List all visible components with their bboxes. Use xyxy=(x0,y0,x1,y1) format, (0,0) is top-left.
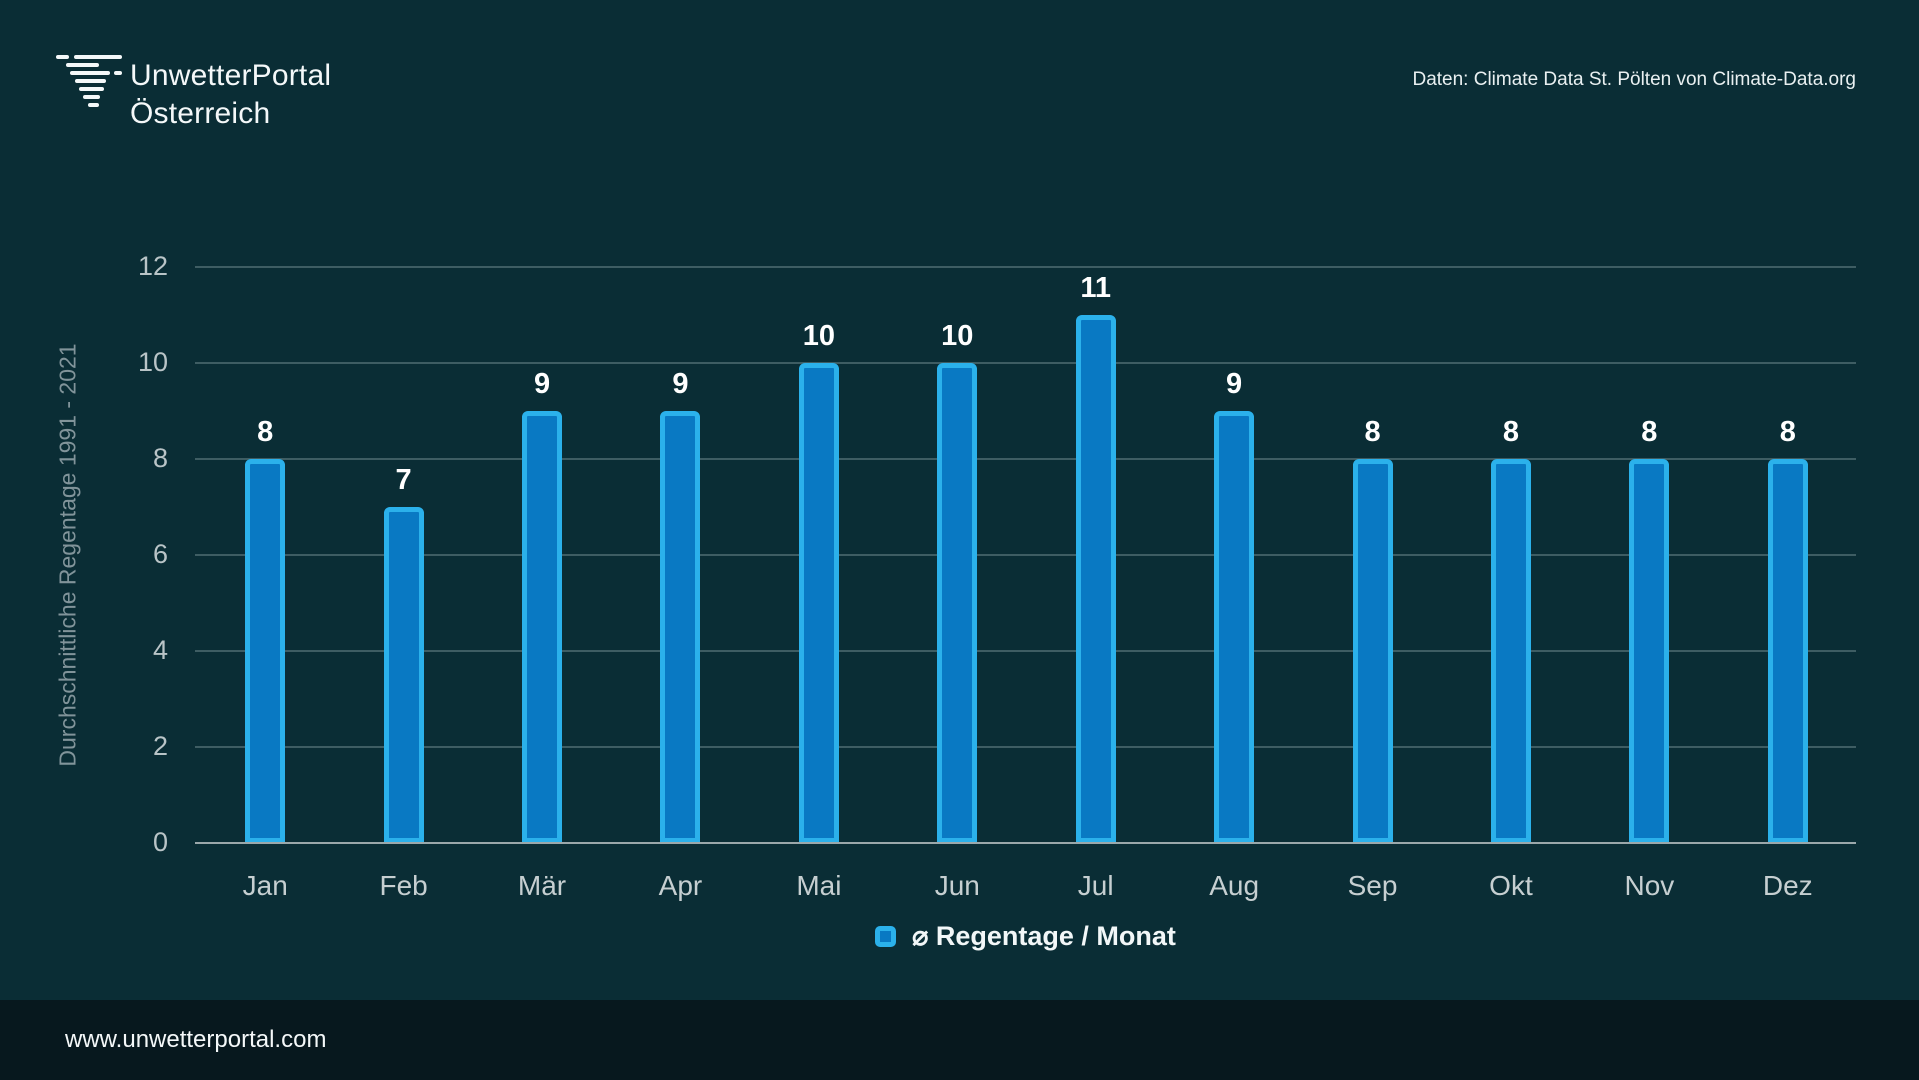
x-axis-labels: Jan Feb Mär Apr Mai Jun Jul Aug Sep Okt Nov Dez xyxy=(195,866,1856,906)
y-tick-label-8: 8 xyxy=(152,443,168,473)
gridline-y-8 xyxy=(195,458,1856,460)
bar-rect-aug xyxy=(1214,411,1255,843)
bar-rect-nov xyxy=(1629,459,1670,843)
y-tick-label-2: 2 xyxy=(152,731,168,761)
y-tick-label-4: 4 xyxy=(152,635,168,665)
bar-value-label-sep: 8 xyxy=(1364,416,1381,448)
bar-jun: 10 xyxy=(937,321,978,843)
bar-value-label-mai: 10 xyxy=(802,320,835,352)
x-tick-label-feb: Feb xyxy=(379,870,428,901)
gridline-y-4 xyxy=(195,650,1856,652)
bar-value-label-feb: 7 xyxy=(395,464,412,496)
bar-rect-jan xyxy=(245,459,286,843)
brand-name-line2: Österreich xyxy=(130,97,271,130)
x-tick-label-jun: Jun xyxy=(934,870,980,901)
y-tick-label-0: 0 xyxy=(152,827,168,857)
legend-label: ⌀ Regentage / Monat xyxy=(912,920,1176,951)
gridline-y-12 xyxy=(195,266,1856,268)
bar-rect-jul xyxy=(1075,315,1116,843)
bar-nov: 8 xyxy=(1629,417,1670,843)
x-axis-baseline xyxy=(195,842,1856,844)
bar-rect-okt xyxy=(1490,459,1531,843)
bar-chart-plot-area: 8 7 9 9 10 10 11 9 8 8 8 8 xyxy=(195,266,1856,844)
bar-rect-dez xyxy=(1767,459,1808,843)
bar-okt: 8 xyxy=(1490,417,1531,843)
y-tick-label-12: 12 xyxy=(137,251,168,281)
bar-rect-mär xyxy=(522,411,563,843)
bar-value-label-mär: 9 xyxy=(533,368,551,400)
data-source-attribution: Daten: Climate Data St. Pölten von Clima… xyxy=(1412,69,1856,90)
footer-website-url: www.unwetterportal.com xyxy=(65,1026,327,1053)
x-tick-label-nov: Nov xyxy=(1624,870,1675,901)
brand-name-line1: UnwetterPortal xyxy=(130,59,332,92)
bar-rect-jun xyxy=(937,363,978,843)
x-tick-label-apr: Apr xyxy=(658,870,703,901)
bar-value-label-nov: 8 xyxy=(1641,416,1658,448)
x-tick-label-okt: Okt xyxy=(1489,870,1533,901)
bar-rect-mai xyxy=(798,363,839,843)
bar-jan: 8 xyxy=(245,417,286,843)
bar-rect-feb xyxy=(383,507,424,843)
legend-swatch-icon xyxy=(875,925,897,947)
y-tick-label-6: 6 xyxy=(152,539,168,569)
y-tick-label-10: 10 xyxy=(137,347,168,377)
bar-mär: 9 xyxy=(522,369,563,843)
x-tick-label-jul: Jul xyxy=(1077,870,1114,901)
gridline-y-10 xyxy=(195,362,1856,364)
x-tick-label-mär: Mär xyxy=(517,870,567,901)
y-axis-tick-labels: 0 2 4 6 8 10 12 xyxy=(0,253,168,856)
x-tick-label-jan: Jan xyxy=(242,870,288,901)
bar-value-label-dez: 8 xyxy=(1779,416,1796,448)
bar-value-label-aug: 9 xyxy=(1226,368,1243,400)
bar-value-label-jan: 8 xyxy=(257,416,274,448)
chart-legend: ⌀ Regentage / Monat xyxy=(195,916,1856,956)
bar-rect-apr xyxy=(660,411,701,843)
x-tick-label-dez: Dez xyxy=(1762,870,1813,901)
x-tick-label-mai: Mai xyxy=(796,870,842,901)
bar-mai: 10 xyxy=(798,321,839,843)
brand-name: UnwetterPortal Österreich xyxy=(130,57,331,133)
footer-bar: www.unwetterportal.com xyxy=(0,1000,1919,1080)
bar-rect-sep xyxy=(1352,459,1393,843)
bar-jul: 11 xyxy=(1075,273,1116,843)
gridline-y-6 xyxy=(195,554,1856,556)
bar-apr: 9 xyxy=(660,369,701,843)
bar-value-label-apr: 9 xyxy=(672,368,689,400)
bar-value-label-jul: 11 xyxy=(1080,272,1112,304)
tornado-logo-icon xyxy=(56,55,126,113)
x-tick-label-aug: Aug xyxy=(1209,870,1260,901)
bar-dez: 8 xyxy=(1767,417,1808,843)
bar-feb: 7 xyxy=(383,465,424,843)
bar-value-label-okt: 8 xyxy=(1502,416,1520,448)
bar-sep: 8 xyxy=(1352,417,1393,843)
gridline-y-2 xyxy=(195,746,1856,748)
bar-aug: 9 xyxy=(1214,369,1255,843)
bar-value-label-jun: 10 xyxy=(941,320,974,352)
x-tick-label-sep: Sep xyxy=(1347,870,1398,901)
